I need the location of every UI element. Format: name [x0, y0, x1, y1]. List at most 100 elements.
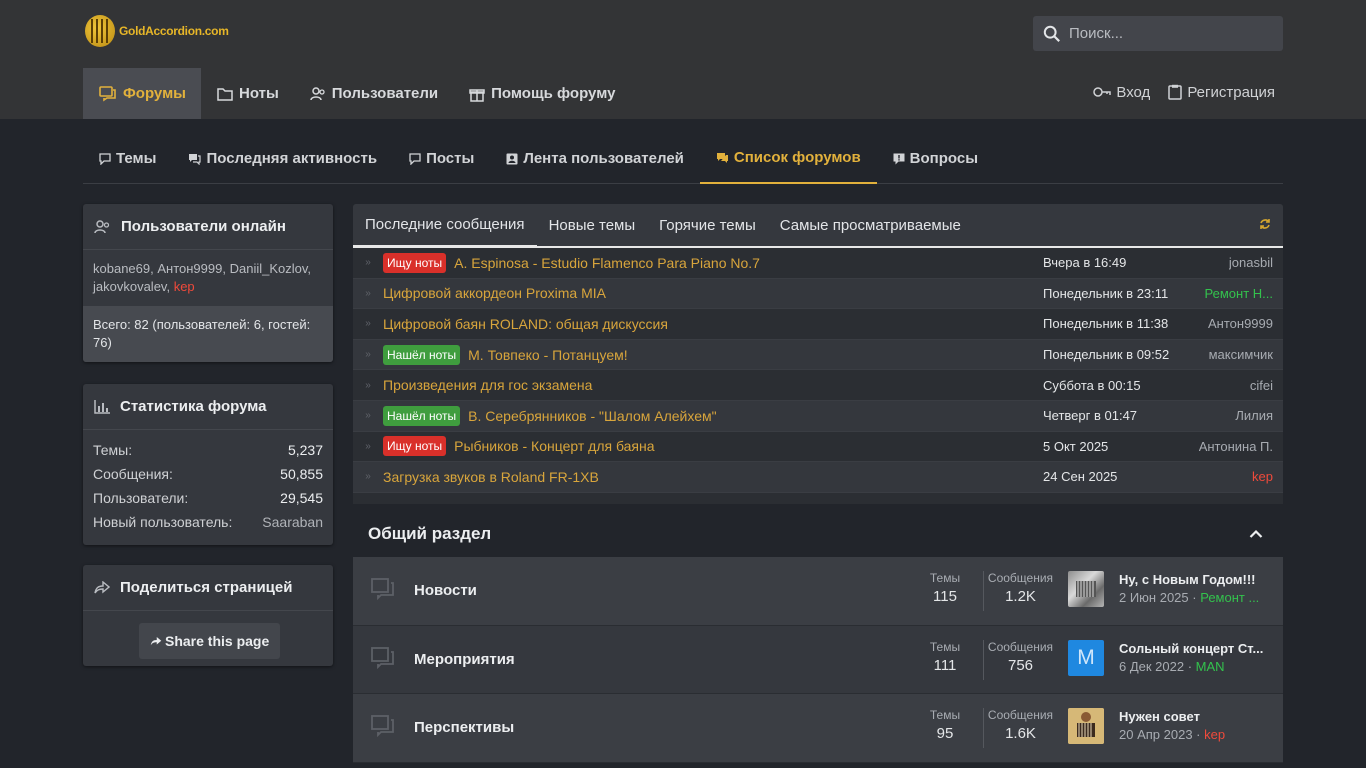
search-box[interactable]	[1033, 16, 1283, 51]
subnav-label: Темы	[116, 150, 157, 167]
chevron-up-icon[interactable]	[1249, 524, 1263, 544]
tab-latest-messages[interactable]: Последние сообщения	[353, 204, 537, 248]
thread-title-link[interactable]: A. Espinosa - Estudio Flamenco Para Pian…	[454, 254, 760, 271]
avatar[interactable]: M	[1068, 639, 1104, 676]
last-post-author-link[interactable]: kep	[1204, 727, 1226, 742]
forum-stats-title: Статистика форума	[120, 398, 267, 415]
thread-title-link[interactable]: М. Товпеко - Потанцуем!	[468, 346, 628, 363]
latest-post-row[interactable]: » Нашёл ноты В. Серебрянников - "Шалом Але…	[353, 400, 1283, 432]
thread-title-link[interactable]: Цифровой баян ROLAND: общая дискуссия	[383, 315, 668, 332]
search-input[interactable]	[1069, 25, 1269, 42]
login-label: Вход	[1116, 83, 1151, 101]
bullet-icon: »	[365, 257, 371, 269]
forum-title-link[interactable]: Перспективы	[414, 719, 515, 737]
subnav-posts[interactable]: Посты	[393, 133, 490, 184]
latest-post-row[interactable]: » Произведения для гос экзамена Суббота в …	[353, 370, 1283, 401]
thread-title-link[interactable]: Произведения для гос экзамена	[383, 377, 593, 394]
nav-item-forums[interactable]: Форумы	[83, 68, 201, 119]
thread-title-link[interactable]: Цифровой аккордеон Proxima MIA	[383, 285, 606, 302]
thread-title-link[interactable]: Рыбников - Концерт для баяна	[454, 438, 655, 455]
post-author-link[interactable]: Лилия	[1235, 408, 1273, 424]
nav-item-notes[interactable]: Ноты	[201, 68, 294, 119]
bullet-icon: »	[365, 349, 371, 361]
post-author-link[interactable]: Антон9999	[1208, 316, 1273, 332]
id-card-icon	[506, 153, 518, 164]
section-title: Общий раздел	[368, 523, 492, 543]
newest-user-link[interactable]: Saaraban	[262, 514, 323, 530]
tab-hot-threads[interactable]: Горячие темы	[659, 216, 756, 234]
latest-post-row[interactable]: » Нашёл ноты М. Товпеко - Потанцуем! Понеде…	[353, 339, 1283, 371]
post-author-link[interactable]: максимчик	[1208, 347, 1273, 363]
subnav-forum-list[interactable]: Список форумов	[699, 133, 877, 184]
refresh-icon[interactable]	[1259, 217, 1271, 233]
tab-most-viewed[interactable]: Самые просматриваемые	[779, 216, 961, 234]
post-author-link[interactable]: jonasbil	[1228, 255, 1273, 271]
account-links: Вход Регистрация	[1093, 68, 1275, 116]
folder-icon	[217, 87, 233, 101]
post-author-link[interactable]: Антонина П.	[1198, 438, 1273, 454]
latest-post-row[interactable]: » Ищу ноты A. Espinosa - Estudio Flamenco …	[353, 248, 1283, 279]
stat-label: Новый пользователь:	[93, 514, 233, 530]
register-link[interactable]: Регистрация	[1168, 84, 1275, 101]
online-user-link[interactable]: Daniil_Kozlov	[229, 261, 308, 276]
users-icon	[94, 219, 110, 233]
avatar[interactable]	[1068, 708, 1104, 744]
stat-label: Сообщения:	[93, 466, 173, 482]
last-post-title-link[interactable]: Сольный концерт Ст...	[1119, 640, 1264, 656]
subnav-questions[interactable]: Вопросы	[877, 133, 994, 184]
latest-post-row[interactable]: » Цифровой аккордеон Proxima MIA Понедельн…	[353, 278, 1283, 310]
share-button-label: Share this page	[165, 633, 270, 649]
last-post-author-link[interactable]: MAN	[1195, 658, 1225, 674]
forum-row: Перспективы Темы 95 Сообщения 1.6K Нужен сове…	[353, 694, 1283, 763]
online-user-link[interactable]: kep	[173, 279, 195, 294]
bullet-icon: »	[365, 410, 371, 422]
subnav-recent-activity[interactable]: Последняя активность	[172, 133, 393, 184]
online-user-link[interactable]: jakovkovalev	[93, 279, 167, 294]
nav-item-label: Форумы	[123, 85, 186, 102]
subnav-threads[interactable]: Темы	[83, 133, 172, 184]
online-users-list: kobane69, Антон9999, Daniil_Kozlov, jako…	[93, 261, 312, 294]
latest-post-row[interactable]: » Загрузка звуков в Roland FR-1XB 24 Сен 2…	[353, 462, 1283, 493]
messages-label: Сообщения	[987, 708, 1054, 722]
comment-icon	[99, 152, 111, 165]
last-post-title-link[interactable]: Ну, с Новым Годом!!!	[1119, 572, 1256, 587]
clipboard-icon	[1168, 84, 1183, 100]
last-post-meta: 6 Дек 2022 · MAN	[1119, 658, 1225, 674]
bullet-icon: »	[365, 440, 371, 452]
key-icon	[1093, 87, 1112, 97]
post-author-link[interactable]: kep	[1252, 469, 1273, 485]
thread-title-link[interactable]: В. Серебрянников - "Шалом Алейхем"	[468, 407, 717, 424]
forum-row: Мероприятия Темы 111 Сообщения 756 M Сольный к…	[353, 625, 1283, 694]
post-date: Понедельник в 11:38	[1043, 316, 1169, 332]
nav-item-users[interactable]: Пользователи	[294, 68, 453, 119]
stat-label: Пользователи:	[93, 490, 189, 506]
latest-post-row[interactable]: » Ищу ноты Рыбников - Концерт для баяна 5 О…	[353, 432, 1283, 463]
prefix-badge: Нашёл ноты	[383, 405, 461, 426]
last-post-author-link[interactable]: Ремонт ...	[1200, 590, 1260, 605]
thread-title-link[interactable]: Загрузка звуков в Roland FR-1XB	[383, 468, 599, 485]
subnav-user-feed[interactable]: Лента пользователей	[490, 133, 700, 184]
general-section: Общий раздел Новости Темы 115 Сообщения 1.2K…	[353, 510, 1283, 763]
avatar[interactable]	[1068, 571, 1104, 607]
prefix-badge: Ищу ноты	[383, 436, 447, 457]
site-logo[interactable]: GoldAccordion.com	[85, 14, 229, 48]
online-user-link[interactable]: Антон9999	[157, 261, 223, 276]
last-post-meta: 20 Апр 2023 · kep	[1119, 727, 1226, 742]
bullet-icon: »	[365, 287, 371, 299]
share-page-button[interactable]: Share this page	[139, 623, 281, 659]
messages-value: 1.2K	[1005, 588, 1036, 605]
last-post-meta: 2 Июн 2025 · Ремонт ...	[1119, 590, 1260, 605]
forum-title-link[interactable]: Мероприятия	[414, 650, 515, 668]
subnav-label: Посты	[426, 150, 475, 167]
stat-row: Новый пользователь: Saaraban	[93, 510, 323, 534]
login-link[interactable]: Вход	[1093, 84, 1150, 101]
forum-title-link[interactable]: Новости	[414, 582, 477, 600]
post-author-link[interactable]: cifei	[1249, 377, 1273, 393]
latest-post-row[interactable]: » Цифровой баян ROLAND: общая дискуссия По…	[353, 309, 1283, 340]
post-author-link[interactable]: Ремонт Н...	[1204, 285, 1273, 301]
bullet-icon: »	[365, 471, 371, 483]
nav-item-help[interactable]: Помощь форуму	[453, 68, 630, 119]
online-user-link[interactable]: kobane69	[93, 261, 151, 276]
tab-new-threads[interactable]: Новые темы	[548, 216, 636, 234]
last-post-title-link[interactable]: Нужен совет	[1119, 709, 1200, 724]
